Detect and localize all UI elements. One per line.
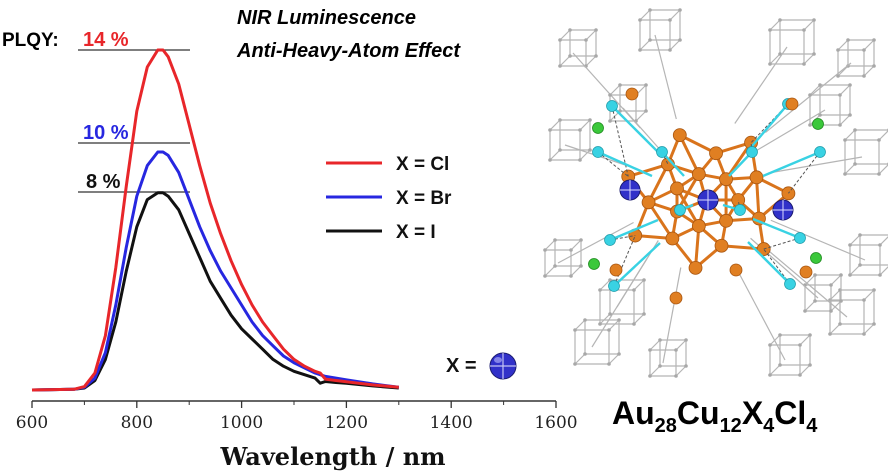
cluster-formula: Au28Cu12X4Cl4 [612,395,818,437]
legend-label-br: X = Br [396,188,452,209]
legend-label-cl: X = Cl [396,154,449,175]
au-atom [719,213,733,228]
legend: X = Cl X = Br X = I [326,154,452,243]
au-atom [625,87,639,101]
ligand-cage [734,264,812,377]
x-atom [772,199,794,221]
plqy-value-i: 8 % [86,171,121,193]
au-atom [799,265,813,279]
ligand-cage [768,128,888,176]
au-atom [669,291,683,305]
au-atom [672,128,687,143]
cluster-structure-image [543,8,888,378]
cl-atom [588,258,600,270]
x-tick-label: 1600 [534,413,577,433]
au-atom [670,181,684,196]
formula-element: Cl [774,395,806,431]
au-atom [749,170,764,185]
series-line-cl [31,48,399,392]
ligand-cage [543,221,634,278]
x-axis-ticks: 600 800 1000 1200 1400 1600 [16,401,578,433]
plqy-value-cl: 14 % [83,29,129,51]
x-atom-icon [489,352,517,380]
series-line-br [31,150,399,392]
au-atom [609,263,623,277]
au-atom [729,263,743,277]
cl-atom [592,122,604,134]
au-atom [691,167,706,181]
header-line-1: NIR Luminescence [237,7,416,29]
x-atom [619,179,641,201]
header-line-2: Anti-Heavy-Atom Effect [236,40,461,62]
au-atom [691,219,706,233]
formula-subscript: 28 [655,415,677,437]
legend-label-i: X = I [396,222,436,243]
au-atom [709,146,723,161]
x-axis-title: Wavelength / nm [219,442,445,471]
x-equals-label: X = [446,355,477,377]
x-atom [697,189,719,211]
ligand-cage [734,18,816,124]
formula-subscript: 4 [806,415,818,437]
x-tick-label: 1200 [325,413,368,433]
x-tick-label: 800 [121,413,153,433]
formula-subscript: 4 [763,415,775,437]
plot-area [31,48,399,392]
x-tick-label: 1000 [220,413,263,433]
ligand-cage [752,83,852,154]
ligand-cage [548,118,636,170]
series-line-i [31,191,399,392]
cu-atoms [592,98,826,292]
formula-element: Au [612,395,655,431]
ligand-cage [608,83,664,154]
au-atom [688,260,703,275]
au-atom [785,97,799,111]
x-tick-label: 600 [16,413,48,433]
formula-element: X [742,395,764,431]
x-tick-label: 1400 [430,413,473,433]
ligand-cage [648,267,688,378]
formula-subscript: 12 [720,415,742,437]
cl-atom [810,252,822,264]
au-atom [665,231,680,246]
plqy-value-br: 10 % [83,122,129,144]
ligand-cage [770,219,888,277]
cl-atom [812,118,824,130]
formula-element: Cu [677,395,720,431]
plqy-label: PLQY: [2,30,59,51]
ligand-cage [761,244,876,336]
ligand-cage [765,38,876,133]
au-atom [714,238,729,253]
ligand-cage [638,8,682,120]
au-atom [641,195,656,210]
